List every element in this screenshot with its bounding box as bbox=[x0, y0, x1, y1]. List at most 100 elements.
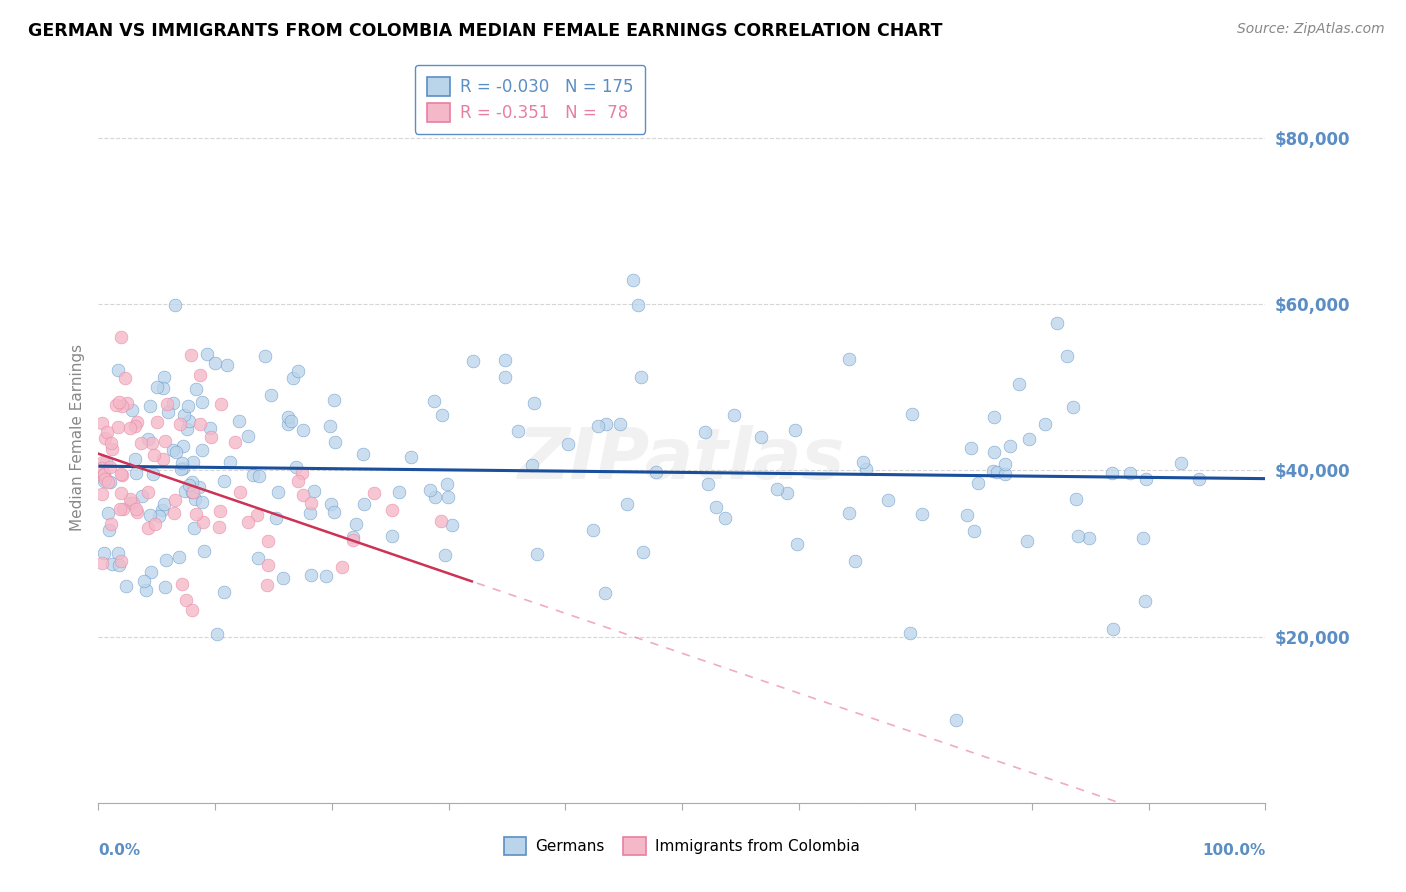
Point bbox=[152, 370, 174, 384]
Point bbox=[260, 388, 283, 402]
Point bbox=[139, 508, 162, 523]
Point bbox=[855, 462, 877, 476]
Point bbox=[176, 422, 198, 436]
Point bbox=[90, 556, 112, 570]
Point bbox=[494, 352, 516, 367]
Point bbox=[287, 364, 309, 378]
Point bbox=[1170, 457, 1192, 471]
Point bbox=[212, 475, 235, 489]
Point bbox=[98, 475, 121, 489]
Point bbox=[423, 490, 446, 504]
Point bbox=[838, 351, 860, 366]
Point bbox=[299, 496, 322, 510]
Point bbox=[170, 456, 193, 470]
Point bbox=[967, 476, 990, 491]
Point bbox=[353, 497, 375, 511]
Point bbox=[1018, 432, 1040, 446]
Point bbox=[399, 450, 422, 464]
Point bbox=[1033, 417, 1056, 432]
Point bbox=[174, 593, 197, 607]
Point bbox=[188, 368, 211, 382]
Point bbox=[254, 349, 277, 363]
Point bbox=[209, 397, 232, 411]
Point bbox=[852, 455, 875, 469]
Point bbox=[695, 425, 717, 440]
Point bbox=[898, 626, 921, 640]
Point bbox=[901, 407, 924, 421]
Point bbox=[1046, 316, 1069, 330]
Point bbox=[141, 565, 163, 579]
Point bbox=[344, 516, 367, 531]
Point bbox=[129, 436, 152, 450]
Point bbox=[120, 421, 142, 435]
Point bbox=[150, 502, 173, 516]
Point bbox=[180, 347, 202, 361]
Point bbox=[118, 492, 141, 507]
Point bbox=[173, 408, 195, 422]
Point bbox=[122, 496, 145, 510]
Point bbox=[586, 419, 609, 434]
Point bbox=[110, 554, 132, 568]
Point bbox=[322, 505, 344, 519]
Point bbox=[630, 370, 652, 384]
Point bbox=[107, 419, 129, 434]
Text: ZIPatlas: ZIPatlas bbox=[519, 425, 845, 493]
Point bbox=[508, 424, 530, 438]
Point bbox=[111, 468, 134, 483]
Point bbox=[100, 460, 122, 475]
Point bbox=[162, 396, 184, 410]
Point bbox=[191, 442, 214, 457]
Point bbox=[108, 558, 131, 572]
Point bbox=[986, 466, 1008, 480]
Point bbox=[963, 524, 986, 538]
Point bbox=[284, 460, 307, 475]
Point bbox=[100, 435, 122, 450]
Point bbox=[177, 399, 200, 413]
Point bbox=[107, 363, 129, 377]
Point bbox=[292, 488, 315, 502]
Point bbox=[101, 442, 124, 456]
Point bbox=[994, 467, 1017, 482]
Point bbox=[363, 486, 385, 500]
Point bbox=[983, 444, 1005, 458]
Point bbox=[299, 568, 322, 582]
Point bbox=[153, 497, 176, 511]
Point bbox=[315, 569, 337, 583]
Point bbox=[191, 494, 214, 508]
Point bbox=[1101, 467, 1123, 481]
Point bbox=[139, 399, 162, 413]
Point bbox=[430, 514, 453, 528]
Point bbox=[169, 417, 191, 431]
Point bbox=[877, 493, 900, 508]
Point bbox=[148, 508, 170, 523]
Text: GERMAN VS IMMIGRANTS FROM COLOMBIA MEDIAN FEMALE EARNINGS CORRELATION CHART: GERMAN VS IMMIGRANTS FROM COLOMBIA MEDIA… bbox=[28, 22, 942, 40]
Point bbox=[844, 554, 866, 568]
Point bbox=[224, 435, 246, 450]
Point bbox=[526, 547, 548, 561]
Point bbox=[193, 543, 215, 558]
Point bbox=[785, 423, 807, 437]
Point bbox=[433, 548, 456, 562]
Point bbox=[616, 497, 638, 511]
Point bbox=[191, 394, 214, 409]
Point bbox=[145, 416, 167, 430]
Point bbox=[287, 474, 309, 488]
Point bbox=[127, 505, 149, 519]
Point bbox=[93, 474, 115, 488]
Point bbox=[1008, 377, 1031, 392]
Point bbox=[342, 530, 364, 544]
Point bbox=[595, 417, 617, 432]
Point bbox=[96, 425, 118, 439]
Point bbox=[198, 421, 221, 435]
Point bbox=[162, 443, 184, 458]
Point bbox=[177, 477, 200, 491]
Point bbox=[1133, 594, 1156, 608]
Point bbox=[97, 523, 120, 537]
Point bbox=[97, 506, 120, 520]
Point bbox=[330, 559, 353, 574]
Point bbox=[621, 273, 644, 287]
Point bbox=[94, 455, 117, 469]
Point bbox=[257, 533, 280, 548]
Point bbox=[191, 515, 214, 529]
Point bbox=[90, 487, 112, 501]
